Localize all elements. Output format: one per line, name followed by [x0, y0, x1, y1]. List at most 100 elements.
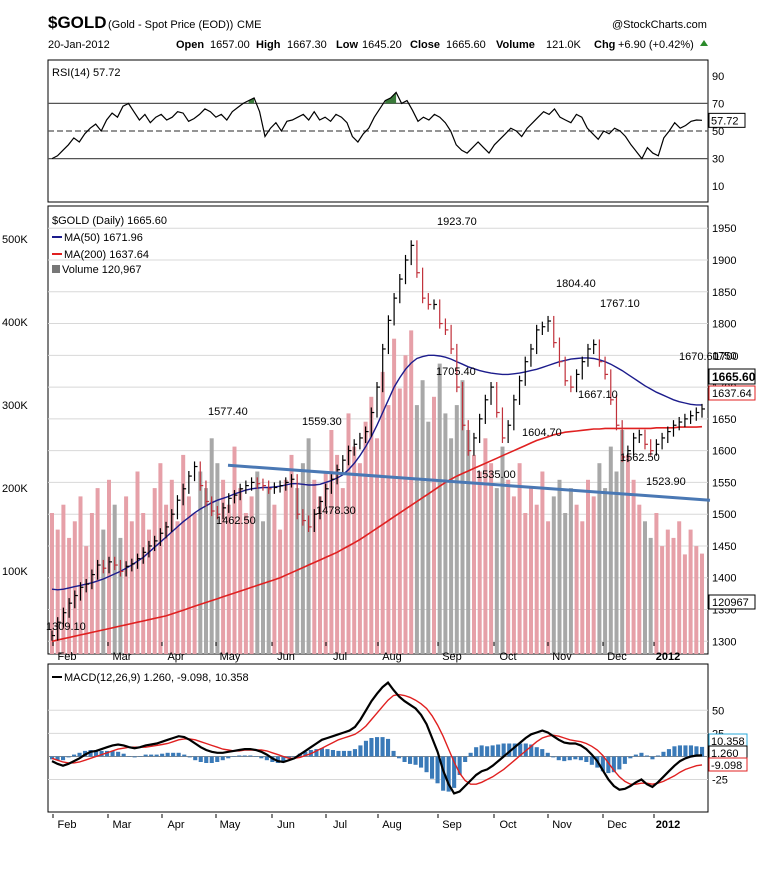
macd-hist-bar-59	[375, 737, 380, 757]
volume-y-axis: 500K 400K 300K 200K 100K	[2, 234, 28, 578]
volume-bar-53	[352, 446, 357, 654]
macd-hist-bar-60	[380, 737, 385, 757]
volume-bar-69	[443, 413, 448, 654]
macd-hist-bar-101	[606, 756, 611, 774]
chg-value: +6.90 (+0.42%)	[618, 39, 694, 51]
macd-x-month-1: Mar	[113, 819, 132, 831]
macd-hist-bar-43	[286, 756, 291, 759]
price-bar-76	[484, 394, 489, 424]
price-bar-81	[513, 394, 517, 431]
price-bar-90	[564, 356, 569, 386]
macd-x-month-7: Sep	[442, 819, 462, 831]
macd-hist-bar-19	[154, 754, 159, 757]
volume-bar-94	[586, 479, 590, 654]
price-bar-7	[91, 569, 95, 590]
high-value: 1667.30	[287, 39, 327, 51]
source-credit: @StockCharts.com	[612, 19, 707, 31]
legend-ma50: MA(50) 1671.96	[64, 232, 143, 244]
price-bar-55	[364, 426, 369, 444]
quote-date: 20-Jan-2012	[48, 39, 110, 51]
volume-bar-41	[283, 479, 288, 654]
legend-signal: -9.098,	[177, 672, 211, 684]
volume-tick-label-4: 100K	[2, 566, 28, 578]
price-annotation-9: 1559.30	[302, 416, 342, 428]
price-annotation-5: 1604.70	[522, 427, 562, 439]
macd-hist-bar-2	[61, 756, 66, 761]
macd-hist-bar-114	[677, 745, 682, 757]
macd-panel: 5025-25 MACD(12,26,9) 1.260, -9.098, 10.…	[47, 663, 748, 813]
price-bar-85	[536, 324, 540, 355]
rsi-line	[51, 91, 703, 160]
low-value: 1645.20	[362, 39, 402, 51]
volume-bar-40	[278, 529, 283, 654]
price-bar-44	[302, 509, 306, 526]
exchange: CME	[237, 19, 261, 31]
macd-hist-bar-66	[413, 756, 418, 765]
price-bar-65	[422, 267, 426, 304]
price-tick-label-0: 1950	[712, 223, 736, 235]
macd-x-month-0: Feb	[58, 819, 77, 831]
volume-bar-108	[665, 529, 670, 654]
macd-hist-bar-24	[182, 754, 187, 757]
price-bar-72	[461, 382, 466, 431]
volume-bar-78	[494, 488, 499, 654]
price-bar-89	[558, 337, 563, 367]
price-bar-88	[553, 315, 557, 348]
volume-bar-17	[147, 529, 151, 654]
price-bar-71	[456, 343, 460, 393]
rsi-tick-label-0: 90	[712, 71, 724, 83]
price-bar-57	[376, 382, 380, 418]
macd-x-month-3: May	[220, 819, 241, 831]
volume-bar-85	[534, 504, 539, 654]
volume-bar-80	[506, 479, 511, 654]
price-bar-21	[171, 509, 175, 532]
price-bar-98	[610, 369, 614, 405]
price-bar-0	[51, 630, 55, 641]
macd-right-tags: 10.358 1.260 -9.098	[708, 733, 748, 772]
price-annotation-2: 1767.10	[600, 298, 640, 310]
volume-bar-51	[340, 488, 345, 654]
macd-hist-bar-38	[259, 756, 264, 759]
macd-hist-bar-12	[116, 751, 121, 757]
macd-hist-bar-29	[209, 756, 214, 763]
macd-hist-bar-8	[94, 750, 99, 757]
macd-hist-bar-49	[319, 748, 324, 757]
price-bar-68	[439, 299, 443, 329]
macd-hist-bar-70	[435, 756, 440, 784]
macd-hist-bar-67	[419, 756, 424, 768]
macd-hist-bar-9	[99, 750, 104, 757]
volume-bar-72	[460, 380, 465, 654]
price-bar-107	[661, 432, 666, 450]
macd-hist-bar-73	[452, 756, 457, 788]
macd-x-axis: Feb Mar Apr May Jun Jul Aug Sep Oct Nov Dec 2012	[52, 814, 680, 831]
macd-hist-bar-98	[589, 756, 594, 765]
price-bar-16	[142, 547, 147, 564]
price-x-month-5: Jul	[333, 651, 347, 663]
macd-hist-bar-109	[650, 756, 655, 760]
low-label: Low	[336, 39, 358, 51]
price-bar-29	[216, 505, 221, 520]
price-bar-64	[416, 240, 420, 278]
ma200-line	[51, 425, 703, 643]
price-bar-94	[587, 343, 591, 367]
volume-bar-95	[591, 496, 596, 654]
macd-hist-bar-44	[292, 756, 297, 757]
volume-bar-29	[215, 463, 220, 654]
volume-bar-70	[449, 438, 454, 654]
price-bar-9	[102, 559, 107, 574]
price-bar-47	[319, 496, 323, 520]
volume-bar-114	[700, 553, 704, 654]
price-annotation-0: 1923.70	[437, 216, 477, 228]
volume-bar-73	[466, 430, 471, 654]
macd-hist-bar-34	[237, 755, 242, 757]
price-right-tags: 1665.60 1637.64 120967	[708, 368, 756, 610]
price-bar-105	[650, 439, 654, 456]
volume-bar-14	[129, 521, 134, 654]
volume-bar-104	[643, 521, 647, 654]
legend-histogram: 10.358	[215, 672, 249, 684]
volume-bar-1	[55, 529, 60, 654]
volume-bar-106	[654, 513, 659, 654]
macd-x-month-6: Aug	[382, 819, 402, 831]
volume-bar-57	[375, 438, 379, 654]
volume-bar-103	[637, 504, 642, 654]
